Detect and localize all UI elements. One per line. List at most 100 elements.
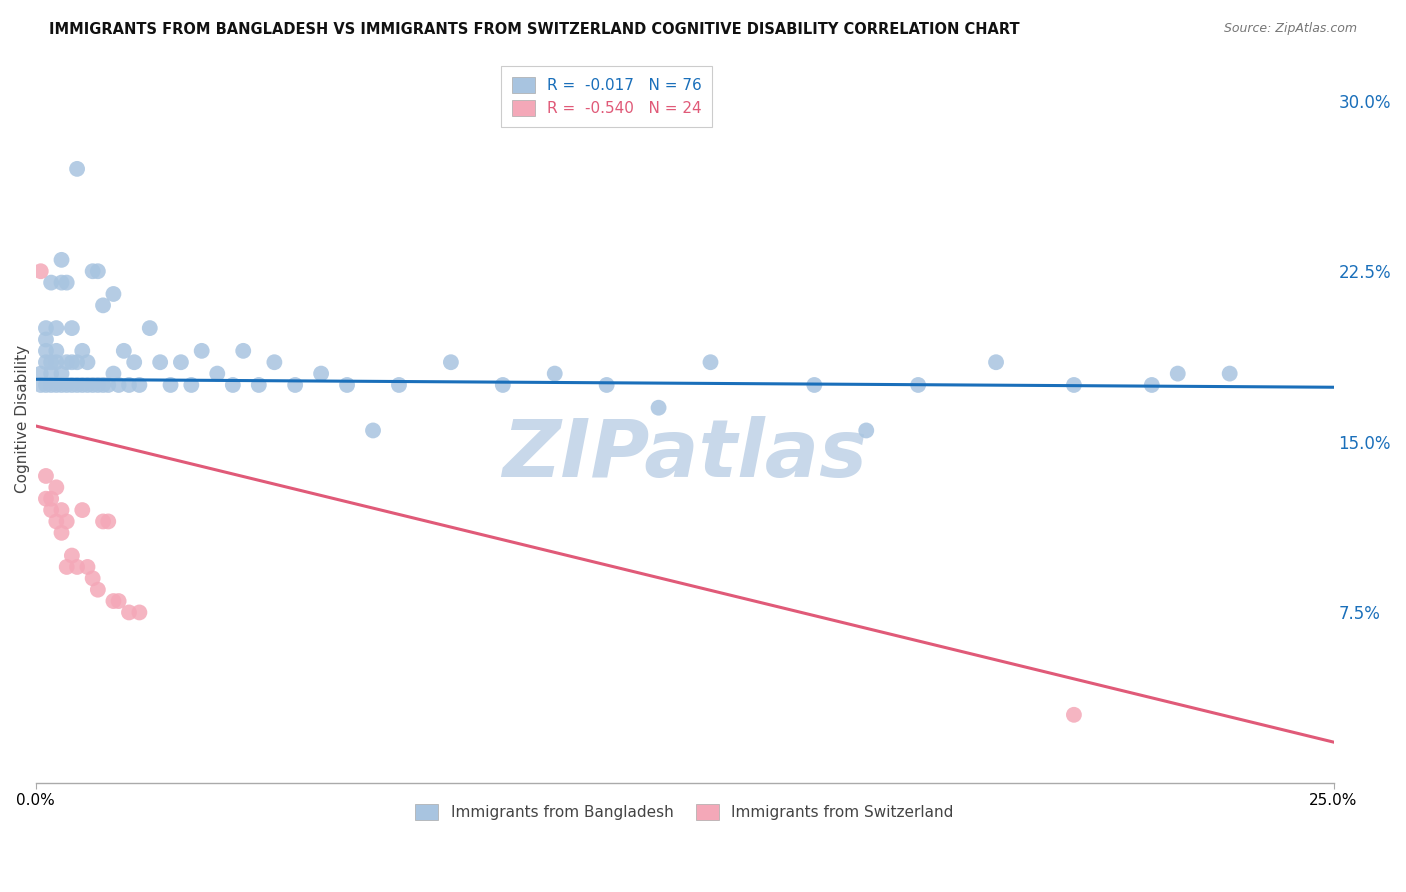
Point <box>45 355 67 369</box>
Point <box>39 367 62 381</box>
Point <box>595 378 617 392</box>
Text: ZIPatlas: ZIPatlas <box>502 417 868 494</box>
Point <box>45 378 67 392</box>
Point <box>35 321 58 335</box>
Point <box>66 560 89 574</box>
Point <box>97 515 120 529</box>
Point <box>60 549 83 563</box>
Point <box>91 298 114 312</box>
Point <box>247 378 270 392</box>
Point <box>35 378 58 392</box>
Point <box>35 491 58 506</box>
Point <box>1063 378 1085 392</box>
Point <box>60 355 83 369</box>
Point <box>60 321 83 335</box>
Point <box>60 378 83 392</box>
Point <box>45 321 67 335</box>
Point <box>1063 707 1085 722</box>
Point <box>39 355 62 369</box>
Point <box>55 515 77 529</box>
Point <box>361 424 384 438</box>
Point <box>149 355 172 369</box>
Point <box>39 276 62 290</box>
Y-axis label: Cognitive Disability: Cognitive Disability <box>15 345 30 493</box>
Point <box>263 355 285 369</box>
Point <box>139 321 162 335</box>
Point <box>180 378 202 392</box>
Point <box>45 480 67 494</box>
Point <box>907 378 929 392</box>
Text: Source: ZipAtlas.com: Source: ZipAtlas.com <box>1223 22 1357 36</box>
Point <box>72 503 94 517</box>
Point <box>97 378 120 392</box>
Point <box>309 367 332 381</box>
Point <box>72 343 94 358</box>
Point <box>39 491 62 506</box>
Point <box>35 333 58 347</box>
Point <box>128 606 150 620</box>
Point <box>66 378 89 392</box>
Point <box>45 343 67 358</box>
Point <box>190 343 212 358</box>
Point <box>207 367 229 381</box>
Point <box>1167 367 1189 381</box>
Point <box>82 264 104 278</box>
Point <box>76 560 98 574</box>
Point <box>45 515 67 529</box>
Point <box>51 378 73 392</box>
Point <box>66 355 89 369</box>
Point <box>232 343 254 358</box>
Point <box>1140 378 1163 392</box>
Point <box>440 355 463 369</box>
Point <box>112 343 135 358</box>
Point <box>103 287 125 301</box>
Point <box>492 378 515 392</box>
Point <box>170 355 193 369</box>
Point <box>103 367 125 381</box>
Point <box>128 378 150 392</box>
Point <box>51 503 73 517</box>
Point <box>544 367 567 381</box>
Point <box>30 378 52 392</box>
Point <box>103 594 125 608</box>
Point <box>72 378 94 392</box>
Point <box>51 276 73 290</box>
Point <box>284 378 307 392</box>
Point <box>66 161 89 176</box>
Point <box>122 355 145 369</box>
Point <box>984 355 1007 369</box>
Point <box>76 355 98 369</box>
Point <box>35 469 58 483</box>
Point <box>55 560 77 574</box>
Point <box>87 582 110 597</box>
Point <box>35 343 58 358</box>
Point <box>39 378 62 392</box>
Point <box>91 515 114 529</box>
Point <box>647 401 669 415</box>
Point <box>76 378 98 392</box>
Point <box>51 252 73 267</box>
Point <box>39 503 62 517</box>
Point <box>222 378 245 392</box>
Point <box>87 378 110 392</box>
Point <box>51 367 73 381</box>
Point <box>107 594 129 608</box>
Point <box>855 424 877 438</box>
Point <box>159 378 181 392</box>
Point <box>1219 367 1241 381</box>
Legend: Immigrants from Bangladesh, Immigrants from Switzerland: Immigrants from Bangladesh, Immigrants f… <box>409 798 960 826</box>
Text: IMMIGRANTS FROM BANGLADESH VS IMMIGRANTS FROM SWITZERLAND COGNITIVE DISABILITY C: IMMIGRANTS FROM BANGLADESH VS IMMIGRANTS… <box>49 22 1019 37</box>
Point <box>82 571 104 585</box>
Point <box>30 264 52 278</box>
Point <box>91 378 114 392</box>
Point <box>55 355 77 369</box>
Point <box>51 525 73 540</box>
Point <box>30 367 52 381</box>
Point <box>87 264 110 278</box>
Point <box>35 355 58 369</box>
Point <box>118 606 141 620</box>
Point <box>118 378 141 392</box>
Point <box>699 355 721 369</box>
Point <box>55 378 77 392</box>
Point <box>803 378 825 392</box>
